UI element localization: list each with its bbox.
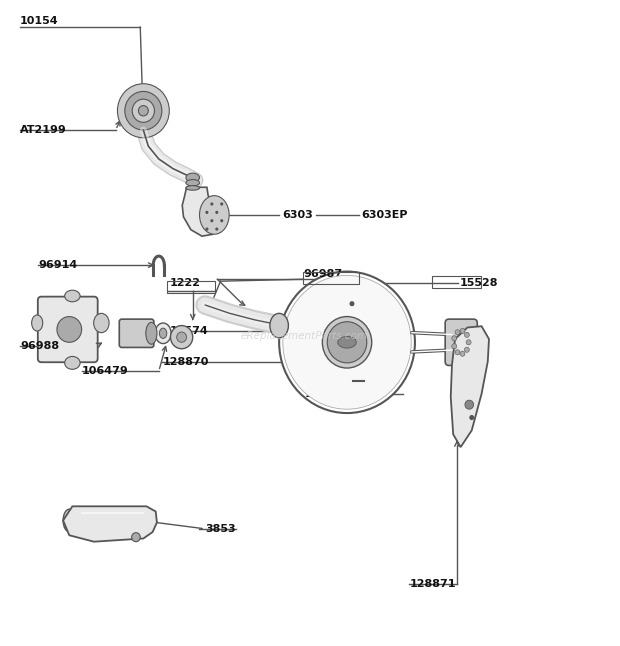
Circle shape (283, 275, 411, 409)
FancyBboxPatch shape (445, 319, 477, 366)
Text: 15528: 15528 (459, 278, 498, 288)
Circle shape (452, 336, 457, 341)
Circle shape (170, 326, 193, 349)
Circle shape (466, 340, 471, 345)
Ellipse shape (200, 196, 229, 234)
Ellipse shape (64, 290, 80, 302)
Text: 3853: 3853 (205, 524, 236, 534)
Circle shape (177, 332, 187, 342)
Circle shape (132, 99, 154, 122)
Circle shape (464, 347, 469, 352)
Circle shape (220, 202, 223, 205)
Polygon shape (63, 506, 157, 542)
Circle shape (350, 301, 355, 306)
Bar (167, 281, 215, 293)
Polygon shape (451, 326, 489, 447)
Bar (303, 272, 360, 284)
Circle shape (205, 227, 208, 231)
Circle shape (469, 415, 474, 420)
Ellipse shape (32, 315, 43, 331)
Circle shape (210, 219, 213, 222)
Circle shape (465, 400, 474, 409)
Ellipse shape (186, 173, 200, 182)
Circle shape (215, 227, 218, 231)
Text: 128871: 128871 (410, 579, 456, 589)
Text: 6303: 6303 (282, 210, 313, 220)
Text: 96988: 96988 (20, 340, 59, 351)
Circle shape (455, 349, 460, 355)
Ellipse shape (270, 313, 288, 338)
Circle shape (327, 322, 367, 363)
Text: eReplacementParts.com: eReplacementParts.com (241, 331, 368, 341)
Circle shape (279, 271, 415, 413)
Circle shape (460, 328, 465, 333)
Ellipse shape (338, 337, 356, 348)
Text: 1222: 1222 (169, 278, 200, 288)
Circle shape (57, 317, 82, 342)
Circle shape (117, 84, 169, 138)
Text: 96987: 96987 (304, 269, 343, 279)
Ellipse shape (63, 509, 76, 532)
Circle shape (215, 211, 218, 214)
Text: 10154: 10154 (20, 16, 58, 26)
Ellipse shape (94, 313, 109, 333)
Circle shape (455, 329, 460, 335)
Text: 128870: 128870 (163, 357, 210, 366)
Circle shape (322, 317, 372, 368)
Text: 6303EP: 6303EP (361, 210, 408, 220)
Ellipse shape (64, 357, 80, 370)
Circle shape (464, 332, 469, 337)
Ellipse shape (146, 322, 157, 344)
Text: 106479: 106479 (82, 366, 128, 376)
Ellipse shape (186, 180, 200, 186)
Circle shape (138, 105, 148, 116)
Circle shape (210, 202, 213, 205)
Circle shape (131, 533, 140, 542)
Polygon shape (182, 187, 221, 236)
Ellipse shape (159, 328, 167, 339)
Circle shape (125, 92, 162, 130)
Text: 12574: 12574 (169, 326, 208, 336)
Circle shape (220, 219, 223, 222)
Text: 116653: 116653 (305, 389, 352, 399)
Circle shape (205, 211, 208, 214)
Ellipse shape (186, 185, 200, 190)
FancyBboxPatch shape (119, 319, 154, 348)
Ellipse shape (155, 323, 171, 344)
Circle shape (452, 344, 457, 349)
Circle shape (460, 351, 465, 357)
Bar (432, 276, 481, 287)
Text: AT2199: AT2199 (20, 125, 67, 135)
FancyBboxPatch shape (38, 297, 98, 362)
Text: 96914: 96914 (38, 260, 78, 270)
